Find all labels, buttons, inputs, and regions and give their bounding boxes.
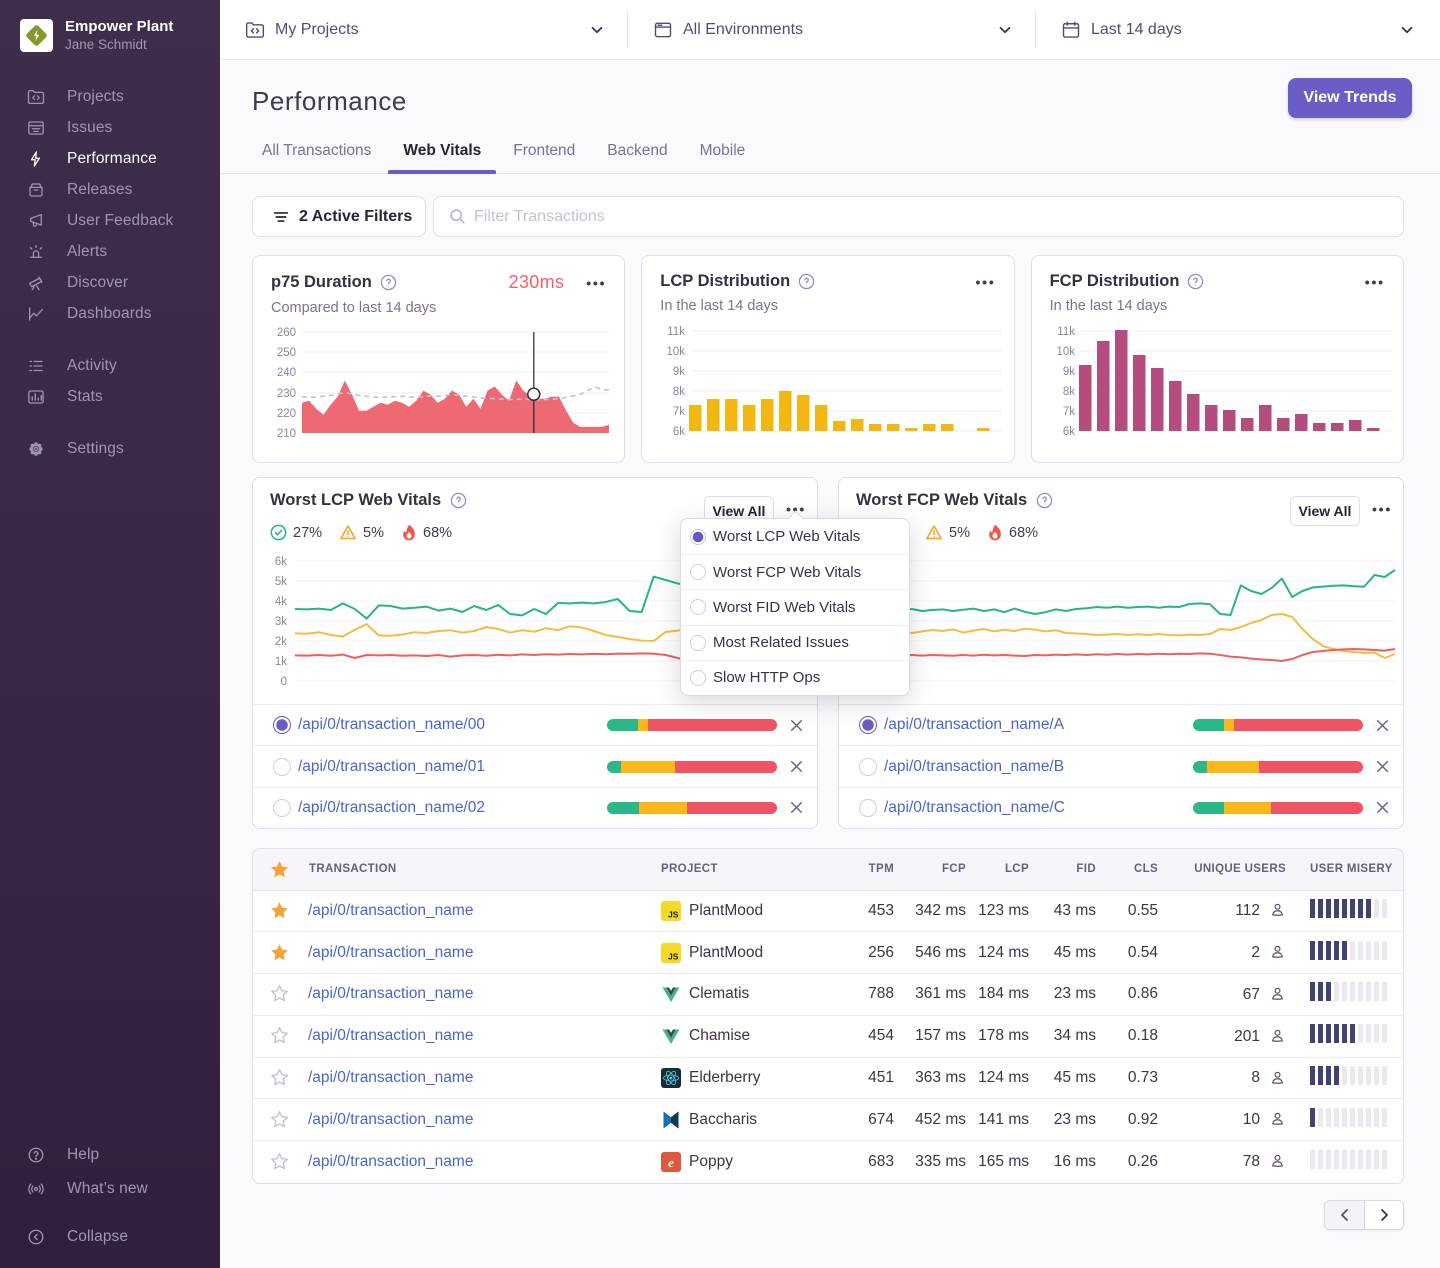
svg-text:210: 210 — [277, 428, 296, 440]
svg-text:250: 250 — [277, 347, 296, 359]
svg-text:10k: 10k — [1056, 346, 1075, 358]
svg-text:6k: 6k — [275, 556, 287, 568]
svg-text:230: 230 — [277, 388, 296, 400]
svg-text:260: 260 — [277, 327, 296, 339]
svg-text:e: e — [668, 1155, 674, 1170]
svg-text:7k: 7k — [1062, 406, 1074, 418]
svg-text:11k: 11k — [1057, 326, 1075, 338]
svg-text:11k: 11k — [668, 326, 686, 338]
svg-text:9k: 9k — [1062, 366, 1074, 378]
svg-text:8k: 8k — [673, 386, 685, 398]
svg-text:6k: 6k — [1062, 426, 1074, 438]
svg-text:7k: 7k — [673, 406, 685, 418]
svg-text:0: 0 — [281, 676, 287, 688]
svg-text:JS: JS — [668, 951, 679, 961]
svg-text:240: 240 — [277, 367, 296, 379]
svg-text:4k: 4k — [275, 596, 287, 608]
svg-text:1k: 1k — [275, 656, 287, 668]
svg-text:8k: 8k — [1062, 386, 1074, 398]
svg-text:3k: 3k — [275, 616, 287, 628]
svg-text:9k: 9k — [673, 366, 685, 378]
svg-text:JS: JS — [668, 909, 679, 919]
svg-text:10k: 10k — [667, 346, 686, 358]
svg-text:2k: 2k — [275, 636, 287, 648]
svg-text:5k: 5k — [275, 576, 287, 588]
svg-text:6k: 6k — [673, 426, 685, 438]
svg-text:220: 220 — [277, 408, 296, 420]
